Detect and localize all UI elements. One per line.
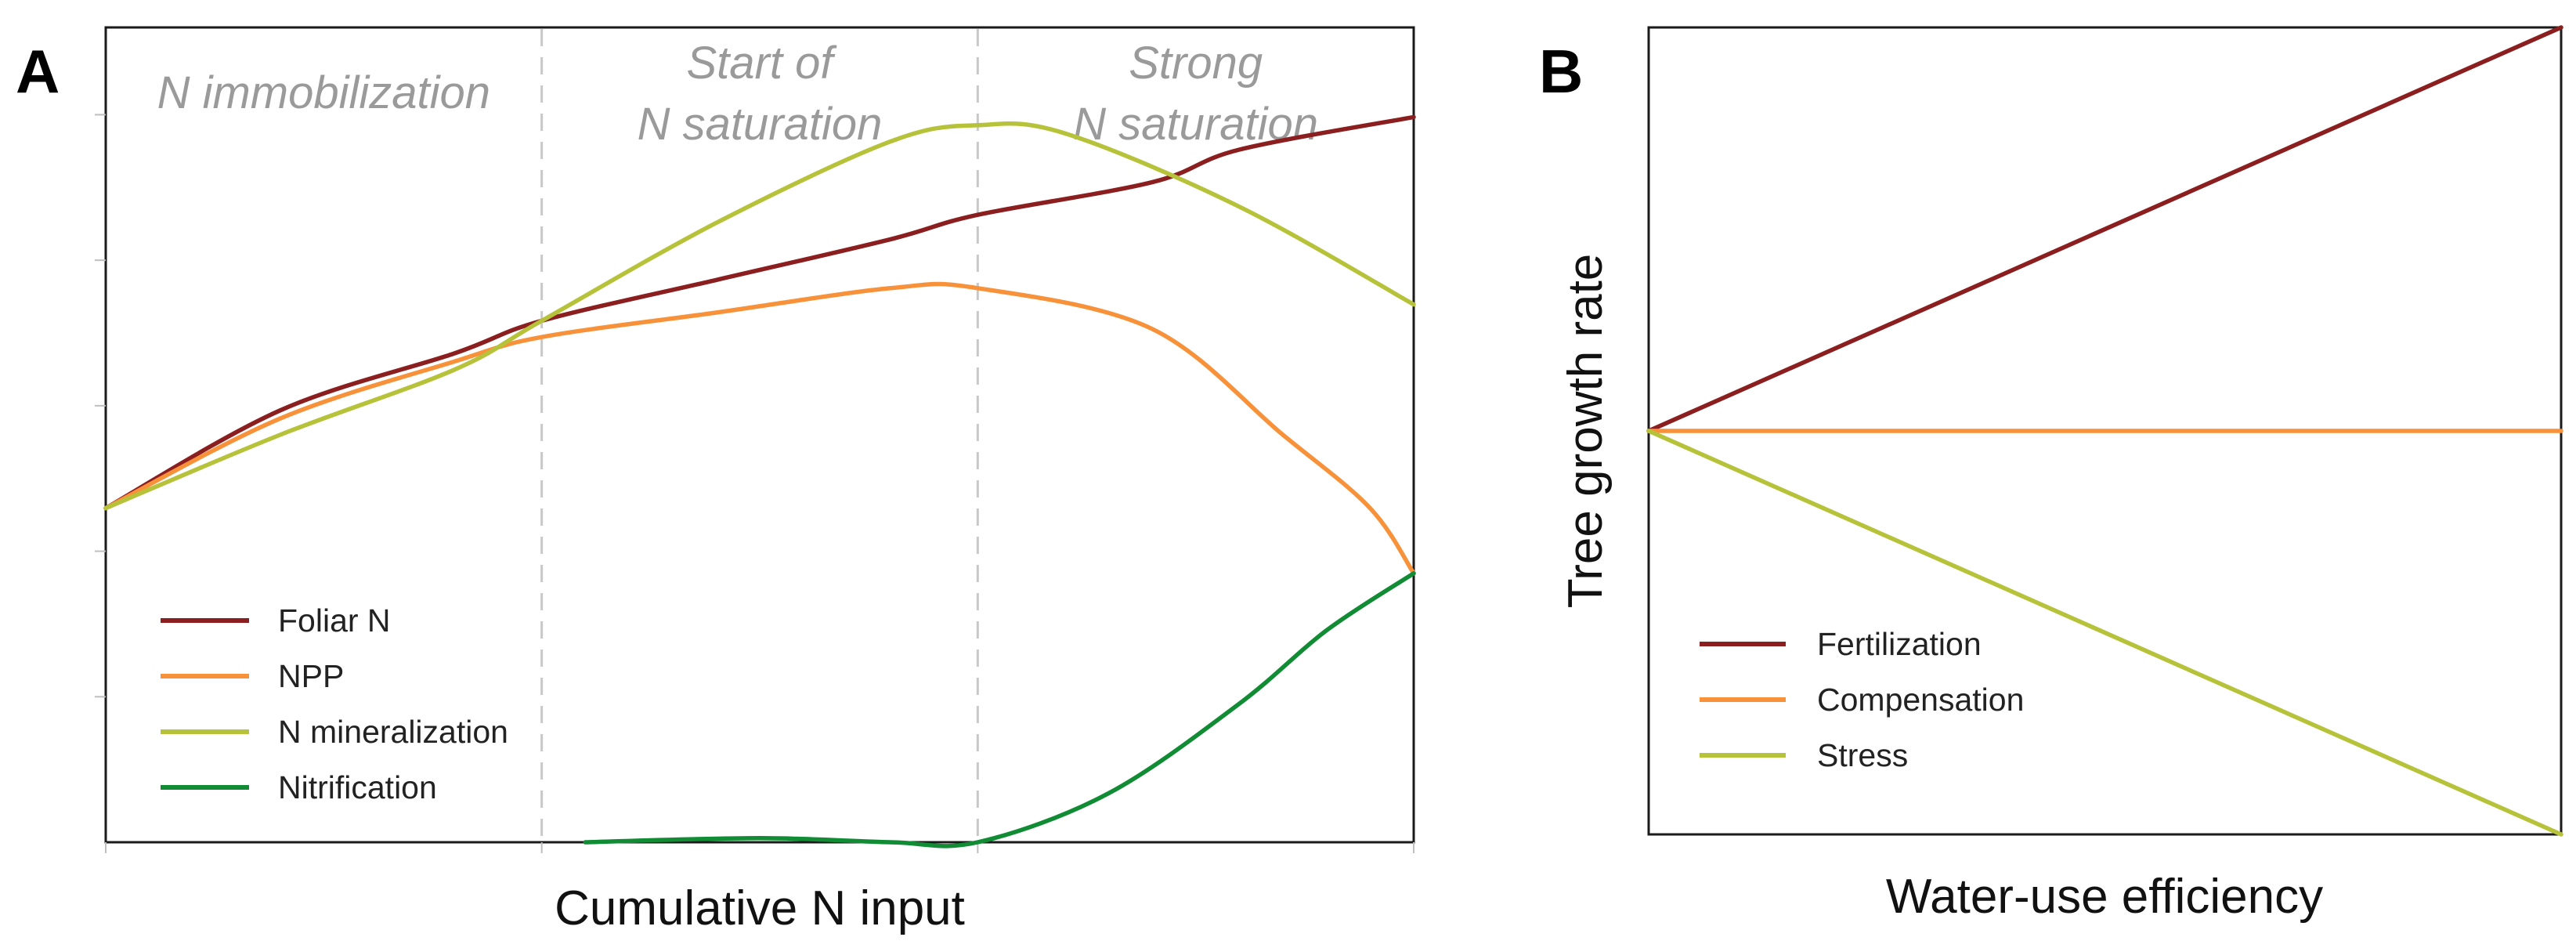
phase-label-3-line-1: Strong [1129, 38, 1263, 89]
legend-label-compensation: Compensation [1817, 682, 2024, 718]
legend-label-n-mineralization: N mineralization [278, 714, 508, 750]
phase-label-1-line-1: N immobilization [157, 67, 490, 118]
legend-label-nitrification: Nitrification [278, 769, 437, 805]
panel-b-legend: Fertilization Compensation Stress [1700, 626, 2024, 773]
series-line-n-mineralization [103, 121, 1416, 511]
panel-a-letter: A [16, 37, 60, 106]
series-line-stress [1646, 429, 2563, 837]
panel-a-plot-frame [104, 26, 1415, 844]
series-line-nitrification [583, 571, 1416, 848]
panel-a-x-axis-title: Cumulative N input [555, 881, 965, 935]
legend-label-stress: Stress [1817, 737, 1908, 773]
legend-label-fertilization: Fertilization [1817, 626, 1982, 662]
panel-a: A N immobilization Start of N saturation St… [16, 26, 1416, 935]
panel-a-series [103, 114, 1416, 848]
panel-b: B Fertilization Compensation Stress Tree g… [1539, 25, 2563, 924]
series-line-fertilization [1646, 25, 2563, 433]
phase-label-2-line-2: N saturation [638, 99, 883, 150]
panel-b-series [1646, 25, 2563, 837]
panel-a-legend: Foliar N NPP N mineralization Nitrification [161, 602, 508, 805]
panel-b-y-axis-title: Tree growth rate [1559, 254, 1613, 609]
series-line-foliar-n [103, 114, 1416, 511]
phase-label-2-line-1: Start of [687, 38, 838, 89]
panel-a-phase-dividers [540, 29, 979, 842]
series-line-npp [103, 281, 1416, 576]
panel-a-phase-labels: N immobilization Start of N saturation Stro… [157, 38, 1318, 150]
legend-label-npp: NPP [278, 658, 344, 694]
panel-b-letter: B [1539, 37, 1583, 106]
legend-label-foliar-n: Foliar N [278, 602, 391, 639]
panel-b-x-axis-title: Water-use efficiency [1886, 870, 2323, 924]
panel-a-ticks [95, 114, 1414, 853]
